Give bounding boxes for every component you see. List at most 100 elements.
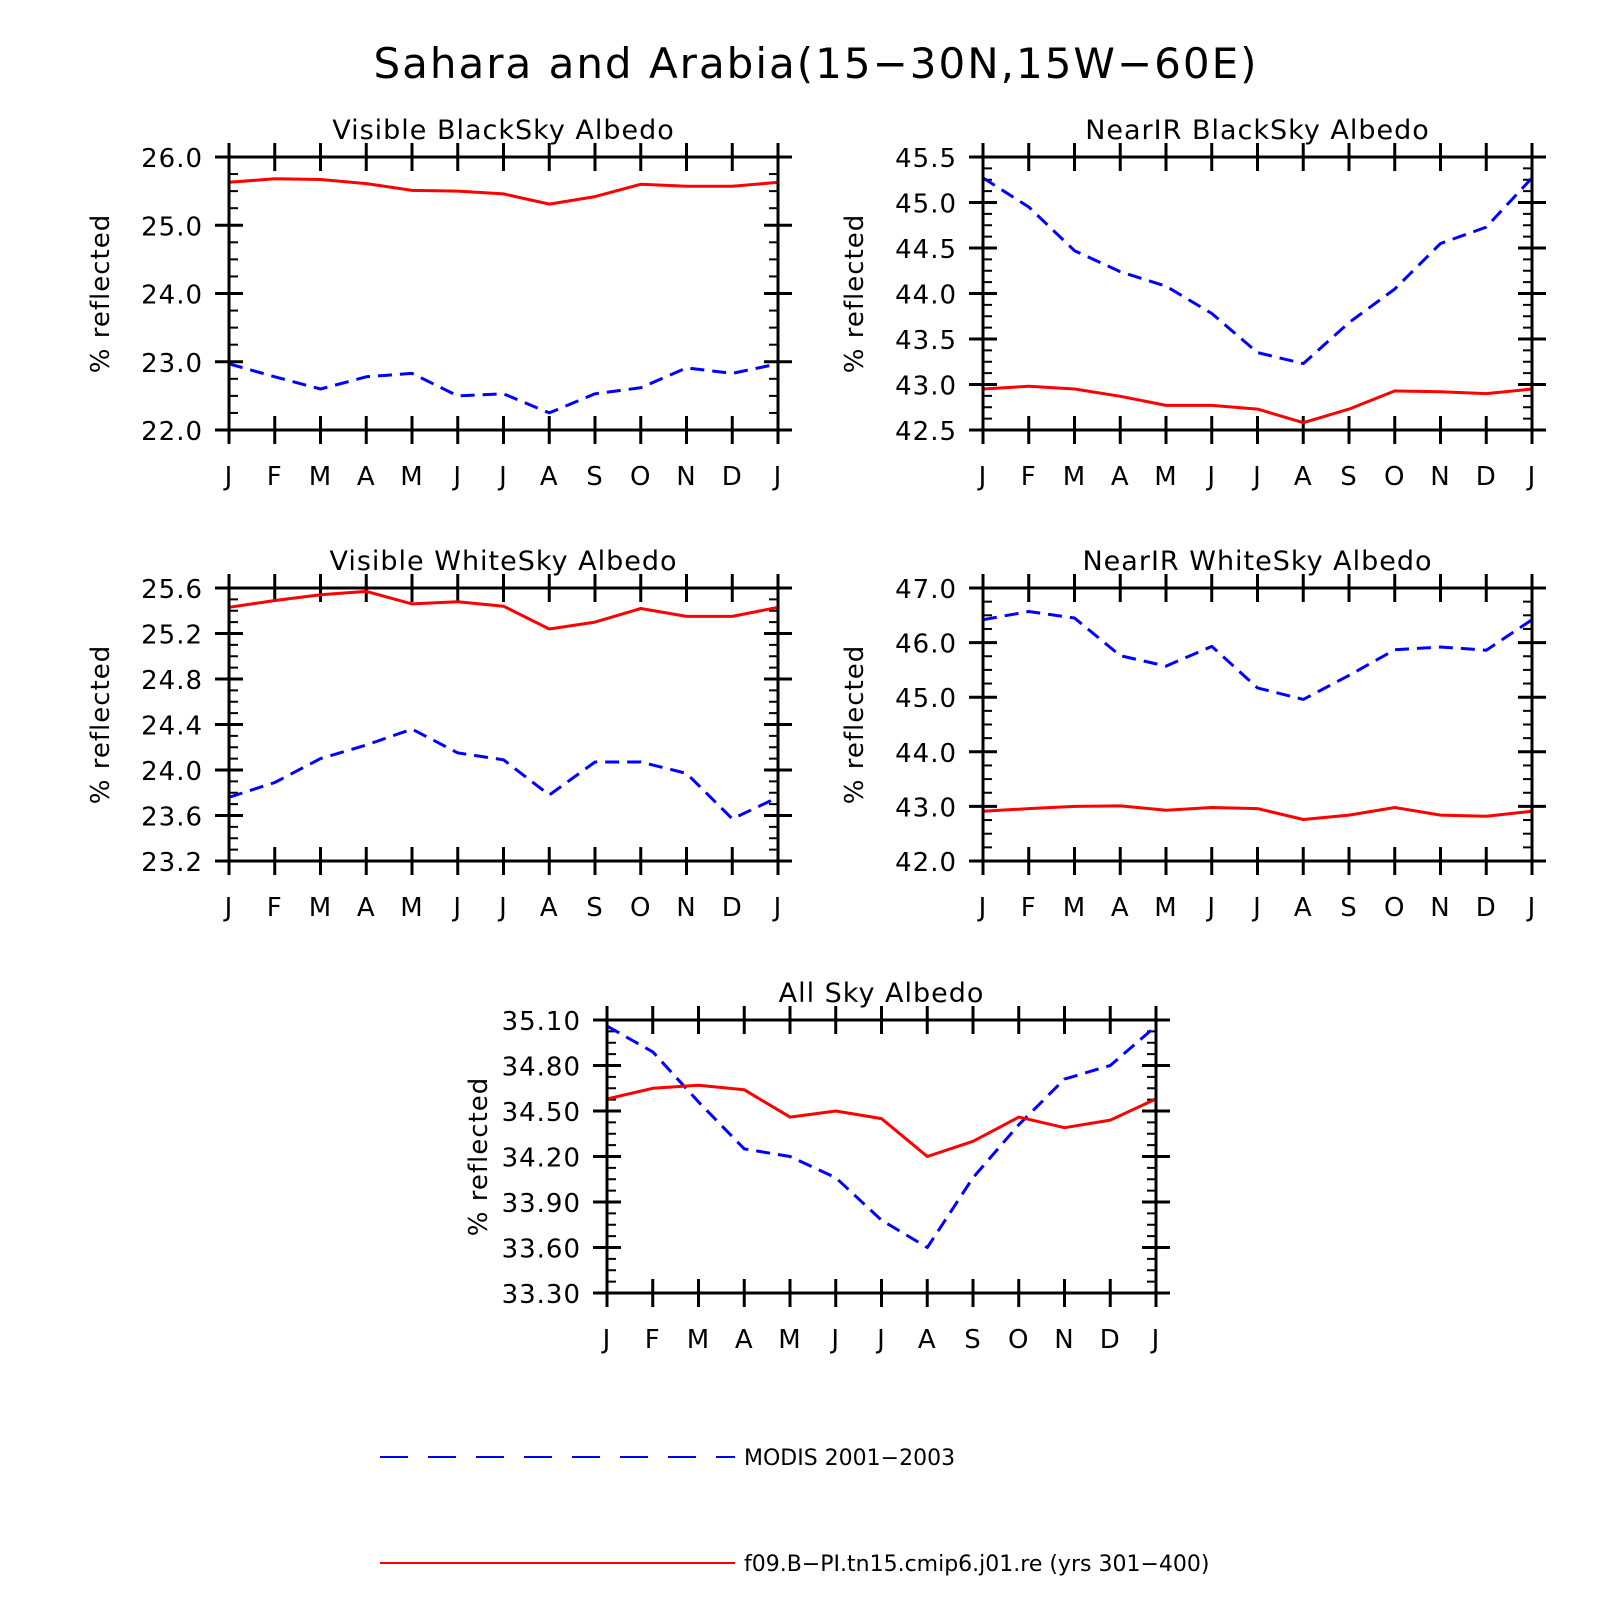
y-tick-label: 33.30 xyxy=(502,1280,581,1310)
x-tick-label: A xyxy=(540,462,559,492)
y-tick-label: 23.6 xyxy=(141,803,203,833)
x-tick-label: J xyxy=(1251,462,1262,492)
y-tick-label: 33.60 xyxy=(502,1235,581,1265)
x-tick-label: J xyxy=(497,462,508,492)
chart-panel-3: Visible WhiteSky Albedo % reflected 23.2 23… xyxy=(86,546,792,923)
y-axis-label: % reflected xyxy=(840,214,870,373)
plot-frame xyxy=(227,586,780,863)
series-line-model xyxy=(982,384,1533,425)
y-tick-label: 23.0 xyxy=(141,349,203,379)
y-tick-label: 44.0 xyxy=(895,739,957,769)
y-tick-label: 34.20 xyxy=(502,1144,581,1174)
y-tick-label: 35.10 xyxy=(502,1007,581,1037)
y-tick-label: 45.0 xyxy=(895,684,957,714)
y-tick-label: 43.0 xyxy=(895,793,957,823)
series-line-modis xyxy=(982,176,1534,366)
x-tick-label: O xyxy=(630,462,651,492)
chart-panels: Visible BlackSky Albedo % reflected 22.0 23… xyxy=(86,115,1546,1355)
y-tick-label: 23.2 xyxy=(141,848,203,878)
y-tick-label: 43.0 xyxy=(895,372,957,402)
y-axis-label: % reflected xyxy=(840,645,870,804)
y-tick-label: 25.2 xyxy=(141,621,203,651)
panel-title: NearIR WhiteSky Albedo xyxy=(1082,546,1432,577)
x-tick-label: S xyxy=(1340,462,1358,492)
x-tick-label: A xyxy=(1111,893,1130,923)
x-tick-label: M xyxy=(1154,462,1177,492)
x-tick-label: D xyxy=(1100,1325,1121,1355)
x-tick-label: N xyxy=(1430,462,1450,492)
y-tick-label: 25.6 xyxy=(141,575,203,605)
x-tick-label: N xyxy=(676,462,696,492)
x-tick-label: J xyxy=(601,1325,612,1355)
plot-frame xyxy=(981,586,1534,863)
x-tick-label: D xyxy=(1476,893,1497,923)
figure-title: Sahara and Arabia(15−30N,15W−60E) xyxy=(373,39,1258,88)
y-tick-label: 25.0 xyxy=(141,212,203,242)
x-tick-label: S xyxy=(964,1325,982,1355)
plot-frame xyxy=(605,1018,1158,1295)
x-tick-label: J xyxy=(1526,893,1537,923)
x-tick-label: O xyxy=(1384,893,1405,923)
x-tick-label: J xyxy=(1150,1325,1161,1355)
y-tick-label: 34.50 xyxy=(502,1098,581,1128)
x-tick-label: A xyxy=(918,1325,937,1355)
y-tick-label: 44.5 xyxy=(895,235,957,265)
legend-label: MODIS 2001−2003 xyxy=(744,1446,955,1471)
series-line-modis xyxy=(982,610,1533,701)
x-tick-label: O xyxy=(1384,462,1405,492)
y-tick-label: 22.0 xyxy=(141,417,203,447)
x-tick-label: S xyxy=(1340,893,1358,923)
x-tick-label: S xyxy=(586,893,604,923)
y-tick-label: 33.90 xyxy=(502,1189,581,1219)
x-tick-label: J xyxy=(1205,462,1216,492)
x-tick-label: M xyxy=(778,1325,801,1355)
panel-title: All Sky Albedo xyxy=(779,978,985,1009)
panel-title: Visible WhiteSky Albedo xyxy=(329,546,677,577)
y-tick-label: 46.0 xyxy=(895,630,957,660)
x-tick-label: J xyxy=(977,893,988,923)
x-tick-label: J xyxy=(223,893,234,923)
y-tick-label: 26.0 xyxy=(141,144,203,174)
x-tick-label: J xyxy=(977,462,988,492)
x-tick-label: J xyxy=(1251,893,1262,923)
x-tick-label: F xyxy=(267,893,283,923)
x-tick-label: J xyxy=(772,893,783,923)
y-tick-label: 42.5 xyxy=(895,417,957,447)
x-tick-label: M xyxy=(1154,893,1177,923)
legend: MODIS 2001−2003 f09.B−PI.tn15.cmip6.j01.r… xyxy=(380,1446,1209,1577)
x-tick-label: A xyxy=(540,893,559,923)
x-tick-label: A xyxy=(357,462,376,492)
y-tick-label: 24.0 xyxy=(141,281,203,311)
series-line-model xyxy=(228,177,779,206)
y-axis-label: % reflected xyxy=(86,214,116,373)
x-tick-label: A xyxy=(1111,462,1130,492)
x-tick-label: D xyxy=(1476,462,1497,492)
x-tick-label: A xyxy=(1294,462,1313,492)
series-line-model xyxy=(228,589,779,631)
x-tick-label: J xyxy=(497,893,508,923)
x-tick-label: N xyxy=(1054,1325,1074,1355)
x-tick-label: F xyxy=(1021,893,1037,923)
x-tick-label: J xyxy=(451,462,462,492)
plot-frame xyxy=(981,155,1534,432)
chart-panel-5: All Sky Albedo % reflected 33.30 33.60 33.90… xyxy=(464,978,1170,1355)
x-tick-label: N xyxy=(676,893,696,923)
y-tick-label: 47.0 xyxy=(895,575,957,605)
y-tick-label: 24.8 xyxy=(141,666,203,696)
y-tick-label: 45.0 xyxy=(895,190,957,220)
x-tick-label: N xyxy=(1430,893,1450,923)
x-tick-label: M xyxy=(1063,462,1086,492)
x-tick-label: J xyxy=(829,1325,840,1355)
x-tick-label: A xyxy=(735,1325,754,1355)
x-tick-label: M xyxy=(400,462,423,492)
series-line-model xyxy=(606,1083,1157,1158)
panel-title: NearIR BlackSky Albedo xyxy=(1085,115,1430,146)
chart-panel-1: Visible BlackSky Albedo % reflected 22.0 23… xyxy=(86,115,792,492)
panel-title: Visible BlackSky Albedo xyxy=(332,115,675,146)
y-tick-label: 42.0 xyxy=(895,848,957,878)
x-tick-label: M xyxy=(687,1325,710,1355)
x-tick-label: J xyxy=(451,893,462,923)
x-tick-label: J xyxy=(875,1325,886,1355)
legend-label: f09.B−PI.tn15.cmip6.j01.re (yrs 301−400) xyxy=(744,1552,1209,1577)
